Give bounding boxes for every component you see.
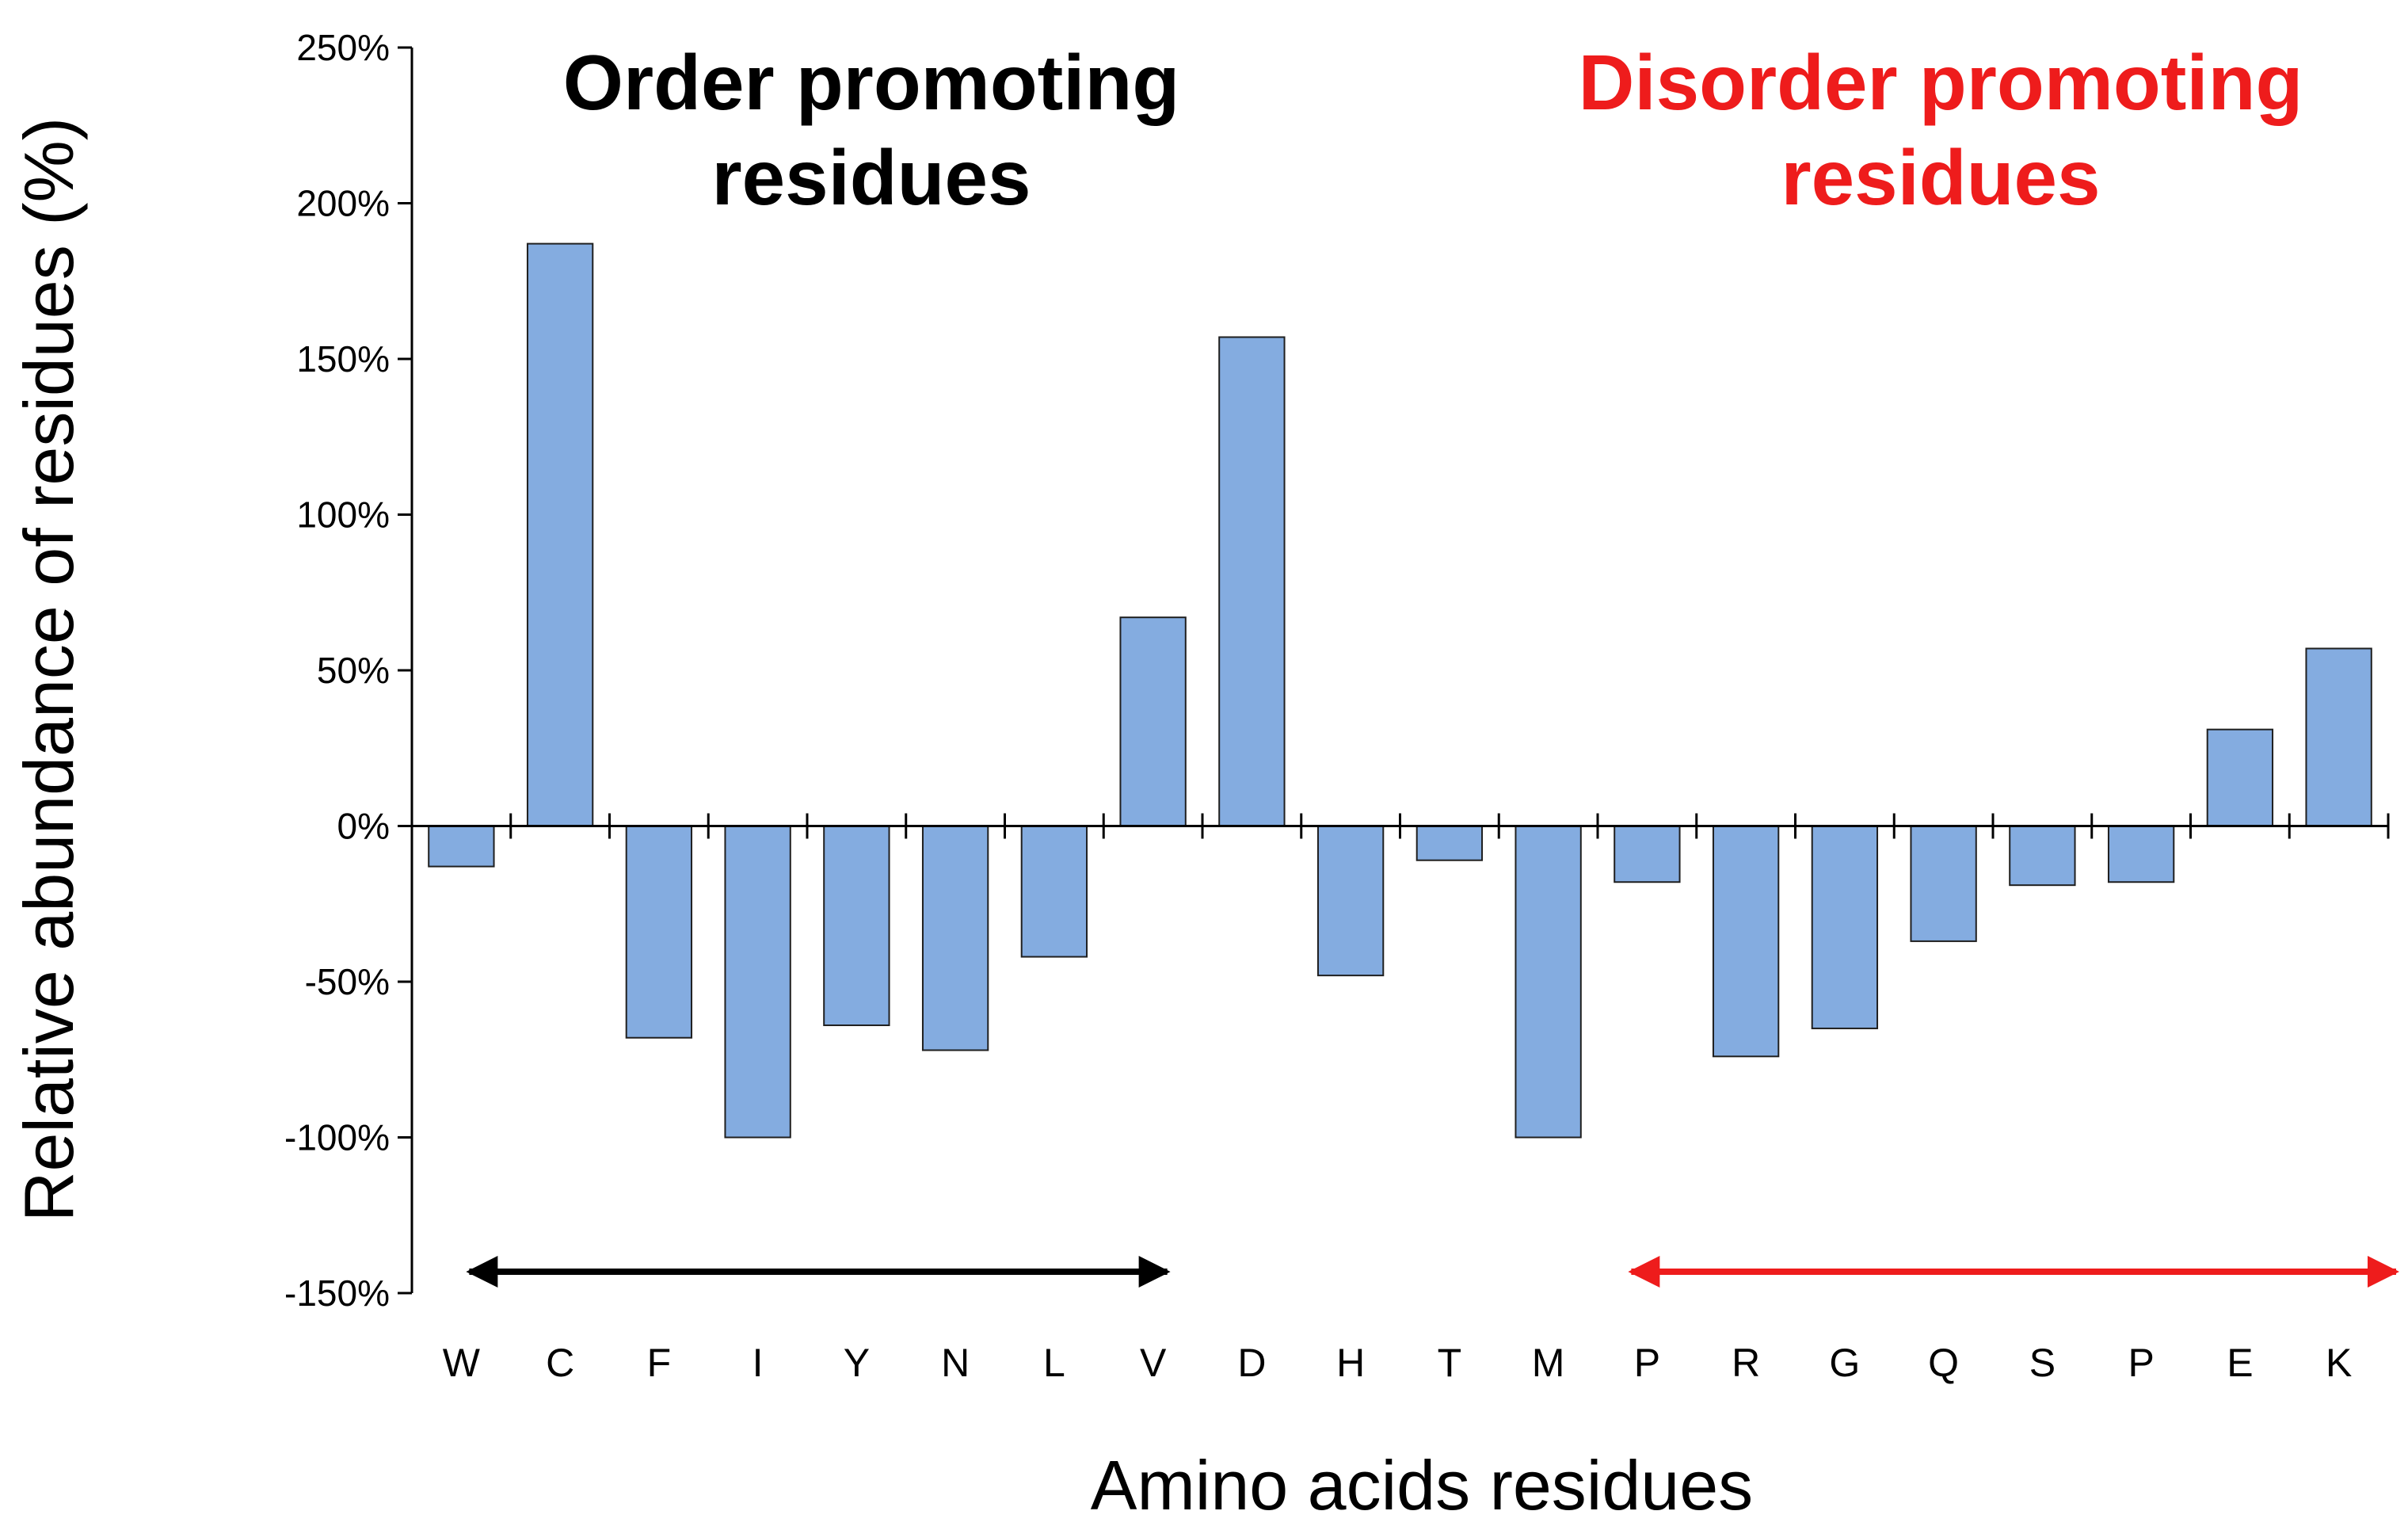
bar-p-17 [2107, 825, 2175, 883]
axis-layer [398, 46, 2390, 1295]
bar-f-2 [625, 825, 693, 1039]
labels-layer: 250% 200% 150% 100% 50% 0% -50% -100% -150% W C F I Y… [284, 27, 2352, 1385]
order-title-line2: residues [711, 134, 1031, 221]
bar-t-10 [1415, 825, 1484, 861]
y-tick-label-3: 100% [296, 494, 390, 536]
bar-v-7 [1119, 616, 1187, 827]
y-tick-label-8: -150% [284, 1272, 390, 1314]
bars-layer [428, 242, 2372, 1139]
category-label-4: Y [844, 1341, 870, 1385]
bar-w-0 [428, 825, 495, 868]
bar-k-19 [2305, 647, 2372, 827]
category-label-18: E [2227, 1341, 2253, 1385]
category-label-8: D [1237, 1341, 1266, 1385]
x-axis-title: Amino acids residues [1091, 1446, 1753, 1524]
category-label-9: H [1336, 1341, 1365, 1385]
y-tick-label-4: 50% [317, 650, 390, 691]
y-tick-label-7: -100% [284, 1117, 390, 1158]
bar-y-4 [823, 825, 890, 1027]
bar-h-9 [1316, 825, 1385, 977]
category-label-2: F [647, 1341, 672, 1385]
bar-p-12 [1614, 825, 1681, 883]
category-label-3: I [752, 1341, 764, 1385]
category-label-11: M [1532, 1341, 1565, 1385]
category-label-13: R [1732, 1341, 1760, 1385]
category-label-5: N [941, 1341, 970, 1385]
category-label-14: G [1829, 1341, 1860, 1385]
category-label-6: L [1043, 1341, 1065, 1385]
order-title-line1: Order promoting [563, 39, 1180, 126]
category-label-12: P [1634, 1341, 1660, 1385]
bar-i-3 [724, 825, 791, 1139]
y-tick-label-2: 150% [296, 338, 390, 380]
bar-c-1 [526, 242, 594, 827]
bar-l-6 [1020, 825, 1088, 958]
y-tick-label-0: 250% [296, 27, 390, 68]
category-label-19: K [2326, 1341, 2352, 1385]
y-tick-label-6: -50% [305, 961, 390, 1002]
y-axis-title: Relative abundance of residues (%) [10, 117, 88, 1222]
bar-q-15 [1910, 825, 1977, 942]
category-label-1: C [546, 1341, 574, 1385]
bar-r-13 [1712, 825, 1780, 1058]
category-label-15: Q [1928, 1341, 1959, 1385]
disorder-title-line1: Disorder promoting [1579, 39, 2303, 126]
y-tick-label-5: 0% [337, 806, 390, 847]
category-label-17: P [2128, 1341, 2154, 1385]
bar-m-11 [1515, 825, 1582, 1139]
disorder-title-line2: residues [1781, 134, 2100, 221]
bar-n-5 [921, 825, 989, 1051]
category-label-0: W [443, 1341, 481, 1385]
bar-e-18 [2206, 728, 2274, 827]
bar-d-8 [1218, 336, 1286, 827]
bar-s-16 [2009, 825, 2076, 887]
y-tick-label-1: 200% [296, 183, 390, 224]
category-label-10: T [1438, 1341, 1462, 1385]
category-label-16: S [2029, 1341, 2056, 1385]
category-label-7: V [1140, 1341, 1167, 1385]
bar-g-14 [1811, 825, 1879, 1029]
